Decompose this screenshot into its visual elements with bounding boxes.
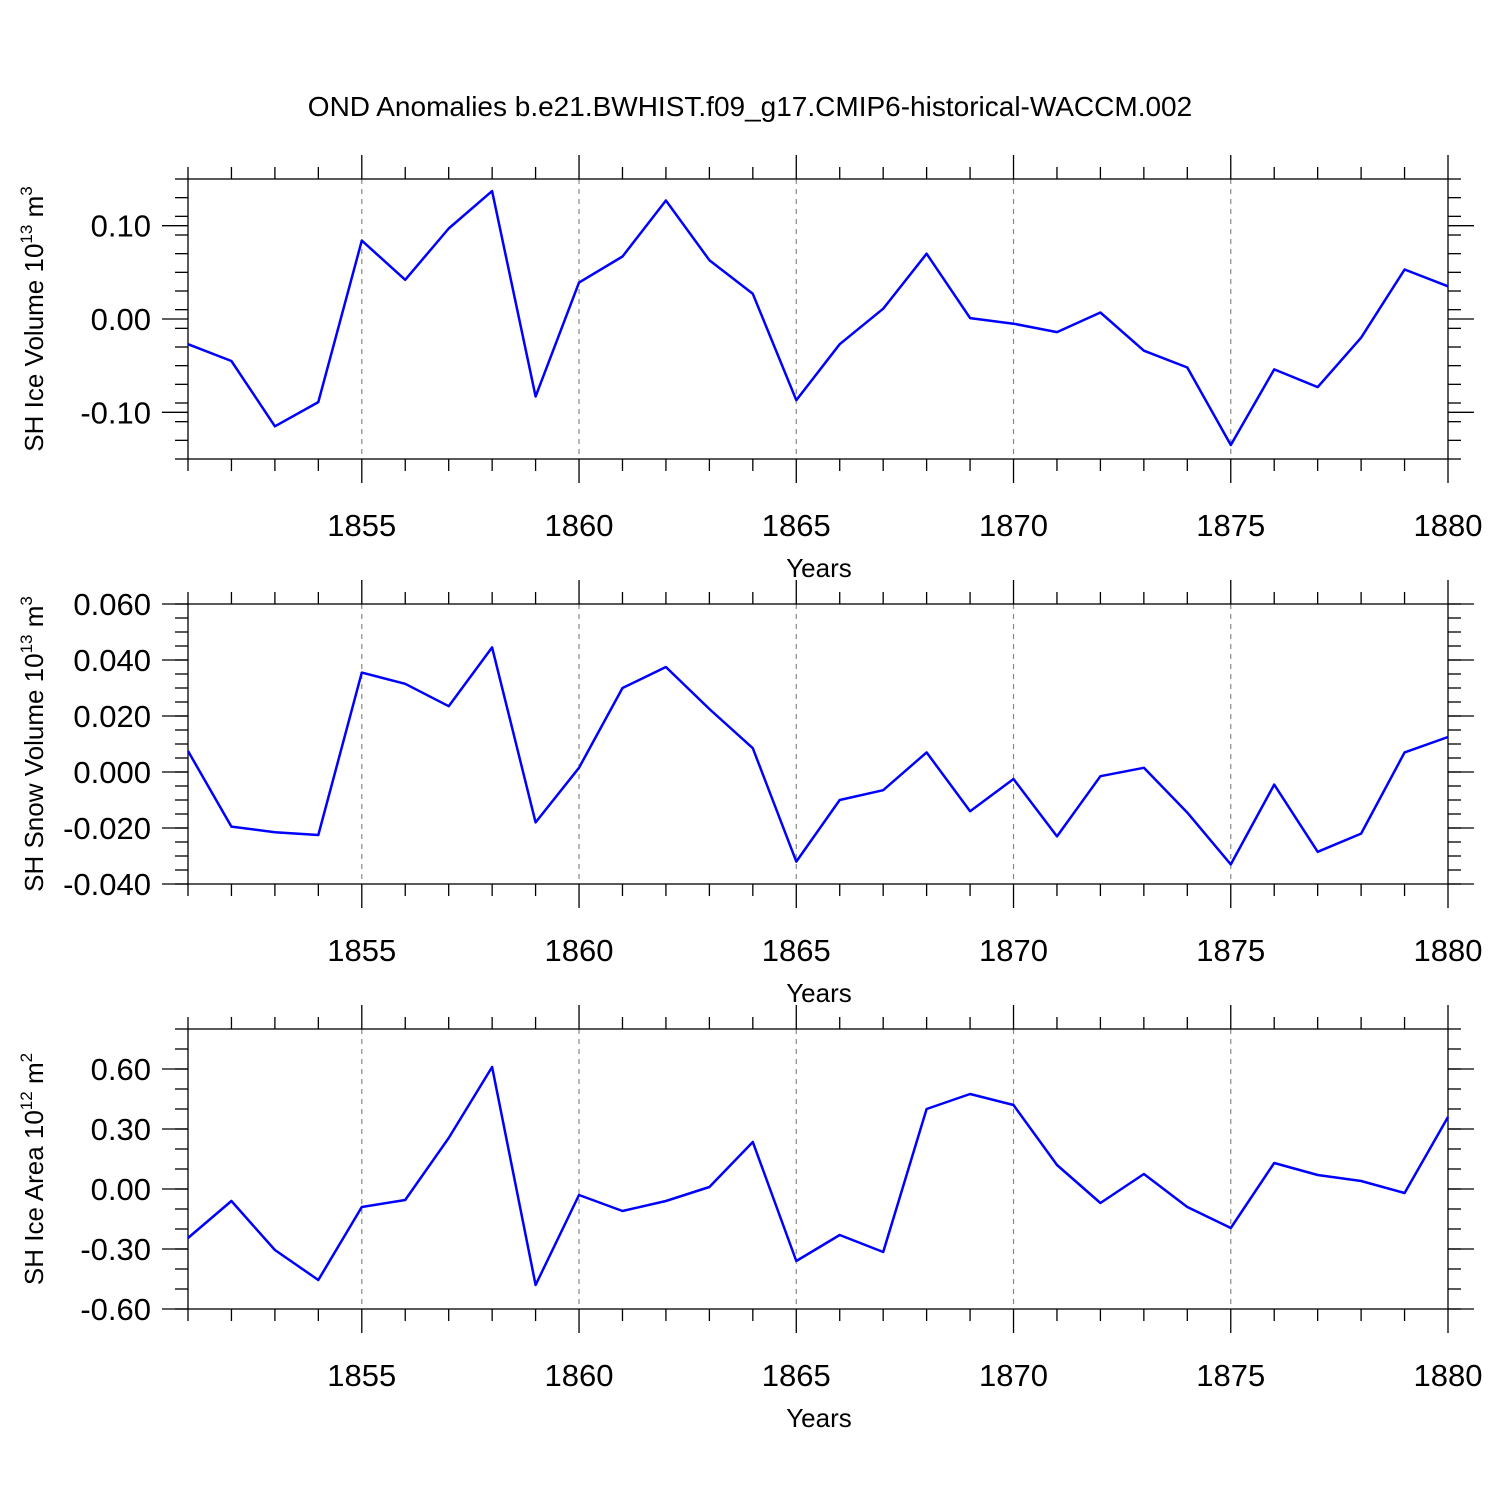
x-tick-label: 1855 (327, 1358, 396, 1393)
y-tick-label: -0.10 (80, 395, 151, 430)
chart-title: OND Anomalies b.e21.BWHIST.f09_g17.CMIP6… (308, 91, 1192, 122)
panel-1: -0.10 0.00 0.10 1855 1860 1865 1870 1875 1880 Yea… (17, 155, 1482, 583)
y-tick-label: 0.040 (73, 643, 151, 678)
y-tick-label: 0.020 (73, 699, 151, 734)
y-tick-label: 0.00 (91, 302, 151, 337)
y-tick-label: -0.60 (80, 1292, 151, 1327)
y-tick-label: 0.060 (73, 587, 151, 622)
x-tick-label: 1880 (1414, 1358, 1483, 1393)
y-tick-label: 0.10 (91, 209, 151, 244)
y-axis-title: SH Snow Volume 1013 m3 (17, 596, 49, 892)
x-axis-title: Years (786, 978, 852, 1008)
x-tick-label: 1870 (979, 933, 1048, 968)
y-tick-label: 0.60 (91, 1052, 151, 1087)
x-axis-title: Years (786, 553, 852, 583)
y-tick-label: -0.040 (63, 867, 151, 902)
x-tick-label: 1880 (1414, 933, 1483, 968)
x-tick-label: 1860 (545, 508, 614, 543)
panel-2: -0.040 -0.020 0.000 0.020 0.040 0.060 1855 1860… (17, 580, 1482, 1008)
x-tick-label: 1865 (762, 508, 831, 543)
x-tick-label: 1855 (327, 508, 396, 543)
y-tick-label: 0.000 (73, 755, 151, 790)
x-tick-label: 1855 (327, 933, 396, 968)
x-tick-label: 1870 (979, 508, 1048, 543)
y-tick-label: 0.30 (91, 1112, 151, 1147)
x-tick-label: 1860 (545, 1358, 614, 1393)
x-axis-title: Years (786, 1403, 852, 1433)
x-tick-label: 1875 (1196, 508, 1265, 543)
y-axis-title: SH Ice Volume 1013 m3 (17, 186, 49, 451)
x-tick-label: 1875 (1196, 933, 1265, 968)
y-tick-label: 0.00 (91, 1172, 151, 1207)
plot-frame (187, 178, 1449, 460)
series-line (187, 1065, 1450, 1287)
y-tick-label: -0.020 (63, 811, 151, 846)
x-tick-label: 1875 (1196, 1358, 1265, 1393)
x-tick-label: 1865 (762, 933, 831, 968)
series-line (186, 646, 1449, 866)
y-tick-label: -0.30 (80, 1232, 151, 1267)
x-tick-label: 1865 (762, 1358, 831, 1393)
series-line (187, 189, 1449, 447)
y-axis-title: SH Ice Area 1012 m2 (17, 1053, 49, 1285)
x-tick-label: 1860 (545, 933, 614, 968)
panels: -0.10 0.00 0.10 1855 1860 1865 1870 1875 1880 Yea… (17, 155, 1482, 1433)
x-tick-label: 1870 (979, 1358, 1048, 1393)
plot-frame (187, 1028, 1449, 1310)
plot-frame (187, 603, 1449, 885)
panel-3: -0.60 -0.30 0.00 0.30 0.60 1855 1860 1865 1870 18… (17, 1005, 1482, 1433)
x-tick-label: 1880 (1414, 508, 1483, 543)
